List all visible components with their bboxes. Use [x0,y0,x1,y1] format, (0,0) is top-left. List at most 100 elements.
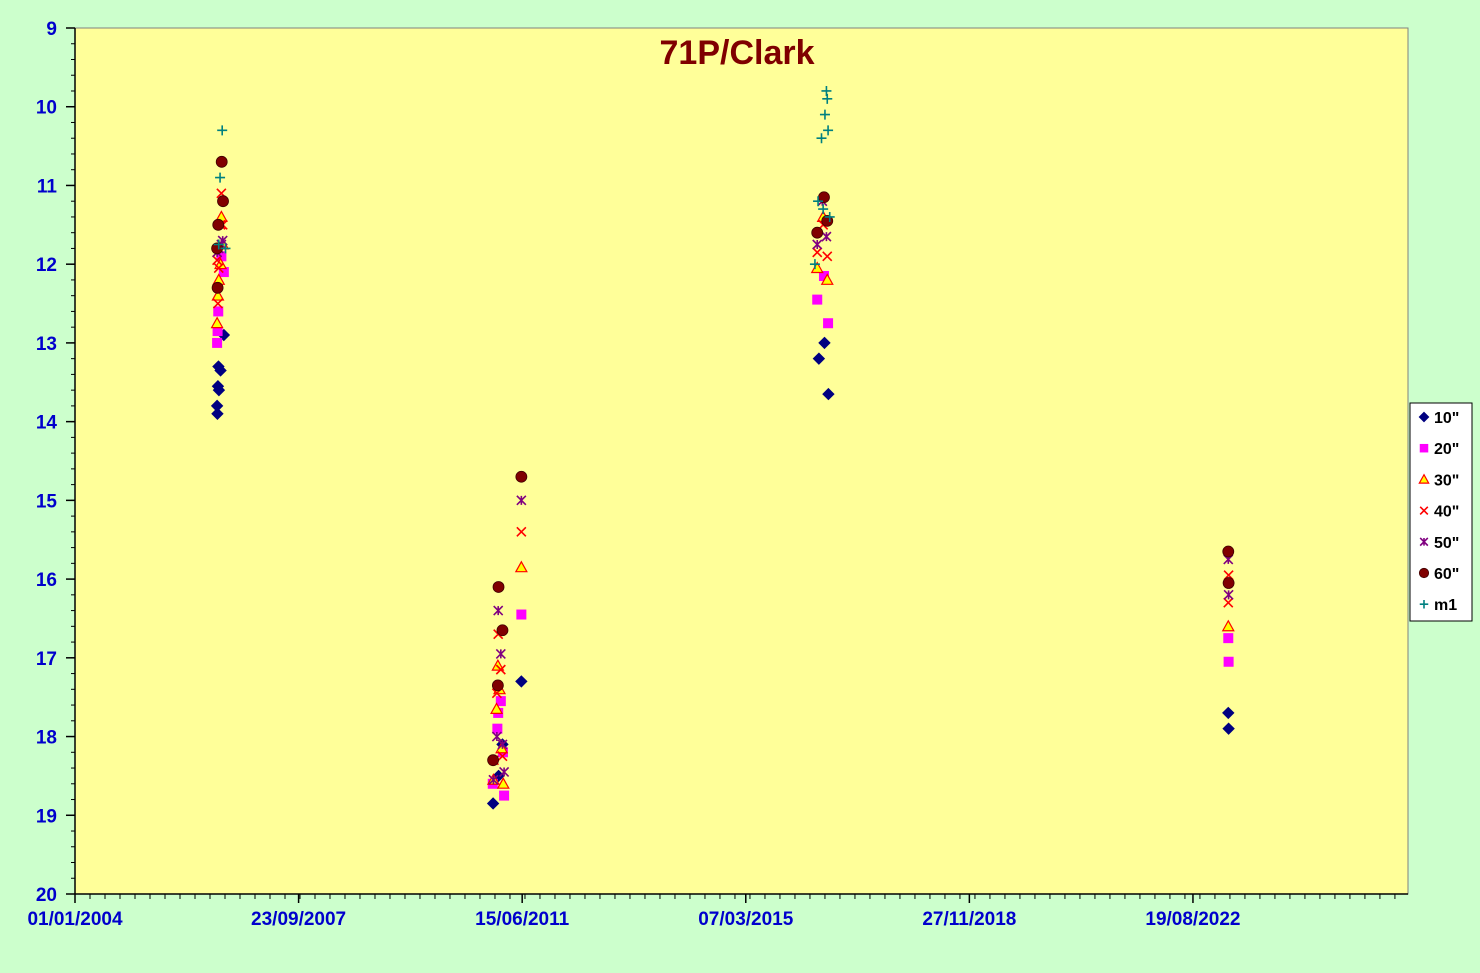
legend-marker [1419,506,1429,515]
data-point [1223,597,1234,608]
data-point [218,267,229,278]
legend-label: 40" [1434,504,1459,521]
data-point [212,326,223,337]
data-point [809,259,820,270]
legend-marker [1418,411,1430,423]
data-point [824,211,835,222]
data-point [492,581,505,593]
legend-label: 20" [1434,441,1459,458]
data-point [488,774,499,785]
x-tick-label: 15/06/2011 [475,909,569,930]
legend-label: 50" [1434,535,1459,552]
data-point [516,526,527,537]
data-point [1222,706,1235,720]
series-6-points [213,85,835,270]
series-5-points [211,155,1235,767]
data-point [1222,545,1235,558]
data-point [215,172,226,183]
data-point [497,739,508,750]
legend-box [1409,402,1473,622]
x-tick-label: 07/03/2015 [698,909,794,930]
y-tick-label: 18 [36,728,57,749]
data-point [212,383,226,397]
data-point [823,125,834,136]
data-point [822,387,835,401]
data-point [211,288,225,301]
data-point [812,247,823,258]
y-tick-label: 16 [36,570,57,591]
data-point [1222,722,1235,735]
data-point [812,352,826,365]
data-points [210,85,1235,810]
y-tick-label: 13 [36,334,57,355]
data-point [516,609,527,620]
data-point [213,306,224,317]
data-point [822,251,833,262]
axes: 9 10 11 12 13 14 15 16 17 18 19 20 01/01/2004 23/09/2… [27,19,1408,930]
data-point [493,605,504,616]
data-point [214,364,227,377]
legend-marker [1418,473,1430,484]
legend-marker [1419,537,1429,547]
data-point [495,664,506,675]
data-point [491,679,504,692]
data-point [1223,589,1234,600]
data-point [812,294,823,305]
y-tick-label: 9 [46,19,57,40]
chart-title: 71P/Clark [660,34,815,72]
data-point [823,318,834,329]
data-point [212,298,223,309]
data-point [496,777,510,789]
data-point [514,560,528,573]
data-point [811,226,824,239]
data-point [486,797,500,810]
data-point [217,195,229,208]
data-point [492,723,503,734]
x-tick-label: 23/09/2007 [251,909,346,930]
y-tick-label: 19 [36,806,57,827]
data-point [211,407,224,420]
legend-marker [1419,443,1429,453]
data-point [821,85,832,96]
data-point [1221,619,1235,632]
y-tick-label: 12 [36,255,57,276]
data-point [220,243,231,254]
data-point [515,675,528,688]
y-tick-label: 11 [37,176,58,197]
legend: 10" 20" 30" 40" 50" 60" m1 [1409,402,1473,622]
y-tick-label: 17 [36,649,57,670]
data-point [210,316,224,329]
data-point [212,337,223,348]
data-point [515,470,528,483]
data-point [213,239,224,250]
data-point [820,273,834,285]
data-point [819,109,830,120]
data-point [215,155,228,168]
legend-label: 60" [1434,566,1459,583]
data-point [496,624,509,637]
data-point [813,196,824,207]
legend-label: 10" [1434,410,1459,427]
data-point [822,93,833,104]
data-point [818,204,829,215]
data-point [211,281,224,294]
data-point [812,239,823,250]
legend-label: 30" [1434,472,1459,489]
data-point [816,133,827,144]
x-tick-label: 27/11/2018 [922,909,1016,930]
data-point [499,766,510,778]
x-tick-label: 19/08/2022 [1145,909,1240,930]
data-point [497,751,508,762]
data-point [491,658,505,671]
data-point [818,270,829,281]
y-tick-label: 20 [36,885,57,906]
legend-label: m1 [1434,597,1457,614]
y-tick-label: 14 [36,413,58,434]
data-point [491,731,502,742]
data-point [1223,656,1234,667]
data-point [818,336,831,350]
data-point [217,125,228,136]
data-point [1222,577,1235,589]
